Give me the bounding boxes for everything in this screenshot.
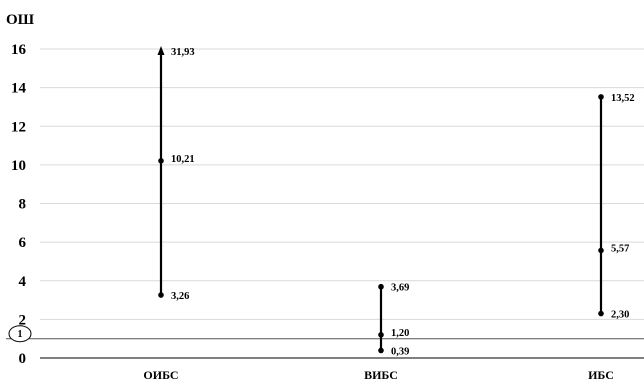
x-tick-labels: ОИБС ВИБС ИБС bbox=[143, 368, 614, 382]
gridlines bbox=[40, 48, 644, 320]
range-mid-point-1 bbox=[378, 332, 384, 338]
y-tick-label-10: 10 bbox=[11, 158, 26, 174]
y-tick-label-2: 2 bbox=[19, 312, 27, 328]
range-high-point-1 bbox=[378, 283, 384, 290]
data-label-high-0: 31,93 bbox=[171, 47, 195, 58]
range-arrow-0 bbox=[157, 46, 165, 55]
reference-line-marker bbox=[8, 325, 32, 343]
x-tick-label-0: ОИБС bbox=[143, 368, 178, 382]
x-tick-label-2: ИБС bbox=[588, 368, 614, 382]
y-tick-label-14: 14 bbox=[11, 81, 27, 97]
range-mid-point-0 bbox=[158, 158, 164, 164]
reference-line-group: 1 bbox=[6, 325, 644, 343]
data-label-high-1: 3,69 bbox=[391, 283, 409, 294]
reference-line-label: 1 bbox=[18, 329, 23, 340]
data-label-low-0: 3,26 bbox=[171, 291, 189, 302]
range-bars: 31,93 10,21 3,26 3,69 1,20 0,39 13,52 5,57 2,30 bbox=[157, 46, 635, 357]
range-low-point-2 bbox=[598, 310, 604, 317]
y-tick-label-6: 6 bbox=[19, 235, 27, 251]
y-tick-label-12: 12 bbox=[11, 119, 26, 135]
range-mid-point-2 bbox=[598, 247, 604, 254]
x-tick-label-1: ВИБС bbox=[364, 368, 398, 382]
data-label-low-2: 2,30 bbox=[611, 310, 629, 321]
range-low-point-0 bbox=[158, 292, 164, 298]
y-tick-label-0: 0 bbox=[19, 351, 27, 367]
y-tick-labels: 0 2 4 6 8 10 12 14 16 bbox=[11, 42, 27, 367]
y-tick-label-4: 4 bbox=[19, 274, 27, 290]
y-tick-label-8: 8 bbox=[19, 197, 27, 213]
range-low-point-1 bbox=[378, 347, 384, 354]
data-label-high-2: 13,52 bbox=[611, 93, 635, 104]
data-label-mid-0: 10,21 bbox=[171, 154, 195, 165]
data-label-mid-1: 1,20 bbox=[391, 328, 409, 339]
y-axis-label: ОШ bbox=[6, 12, 35, 28]
data-label-low-1: 0,39 bbox=[391, 346, 409, 357]
range-high-point-2 bbox=[598, 94, 604, 100]
data-label-mid-2: 5,57 bbox=[611, 243, 629, 254]
y-tick-label-16: 16 bbox=[11, 42, 27, 58]
